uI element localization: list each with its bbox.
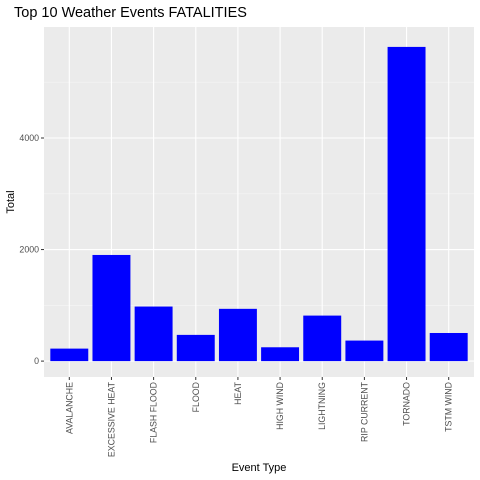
x-tick-label: LIGHTNING bbox=[317, 382, 327, 430]
x-axis-title: Event Type bbox=[232, 462, 287, 474]
bar-lightning bbox=[303, 315, 342, 362]
y-tick-label: 2000 bbox=[19, 245, 39, 255]
y-tick-label: 0 bbox=[34, 356, 39, 366]
x-tick-label: TSTM WIND bbox=[444, 382, 454, 432]
bar-tstm-wind bbox=[429, 332, 468, 362]
x-tick-label: EXCESSIVE HEAT bbox=[106, 381, 116, 457]
x-tick-label: TORNADO bbox=[402, 382, 412, 426]
bar-heat bbox=[218, 308, 257, 362]
x-tick-label: HIGH WIND bbox=[275, 382, 285, 430]
y-axis: 0 2000 4000 bbox=[19, 133, 44, 366]
x-tick-label: FLOOD bbox=[191, 382, 201, 412]
bar-rip-current bbox=[345, 340, 384, 362]
x-tick-label: RIP CURRENT bbox=[359, 381, 369, 442]
y-tick-label: 4000 bbox=[19, 133, 39, 143]
chart-title: Top 10 Weather Events FATALITIES bbox=[14, 5, 247, 21]
bar-flash-flood bbox=[134, 306, 173, 362]
x-axis: AVALANCHE EXCESSIVE HEAT FLASH FLOOD FLOOD H… bbox=[64, 377, 454, 457]
x-tick-label: FLASH FLOOD bbox=[149, 382, 159, 443]
x-tick-label: AVALANCHE bbox=[64, 382, 74, 434]
y-axis-title: Total bbox=[5, 190, 17, 213]
bar-flood bbox=[176, 334, 215, 362]
bar-high-wind bbox=[261, 347, 300, 362]
bar-avalanche bbox=[50, 348, 89, 362]
bar-series bbox=[50, 46, 468, 362]
x-tick-label: HEAT bbox=[233, 381, 243, 404]
bar-excessive-heat bbox=[92, 254, 131, 362]
bar-tornado bbox=[387, 46, 426, 362]
